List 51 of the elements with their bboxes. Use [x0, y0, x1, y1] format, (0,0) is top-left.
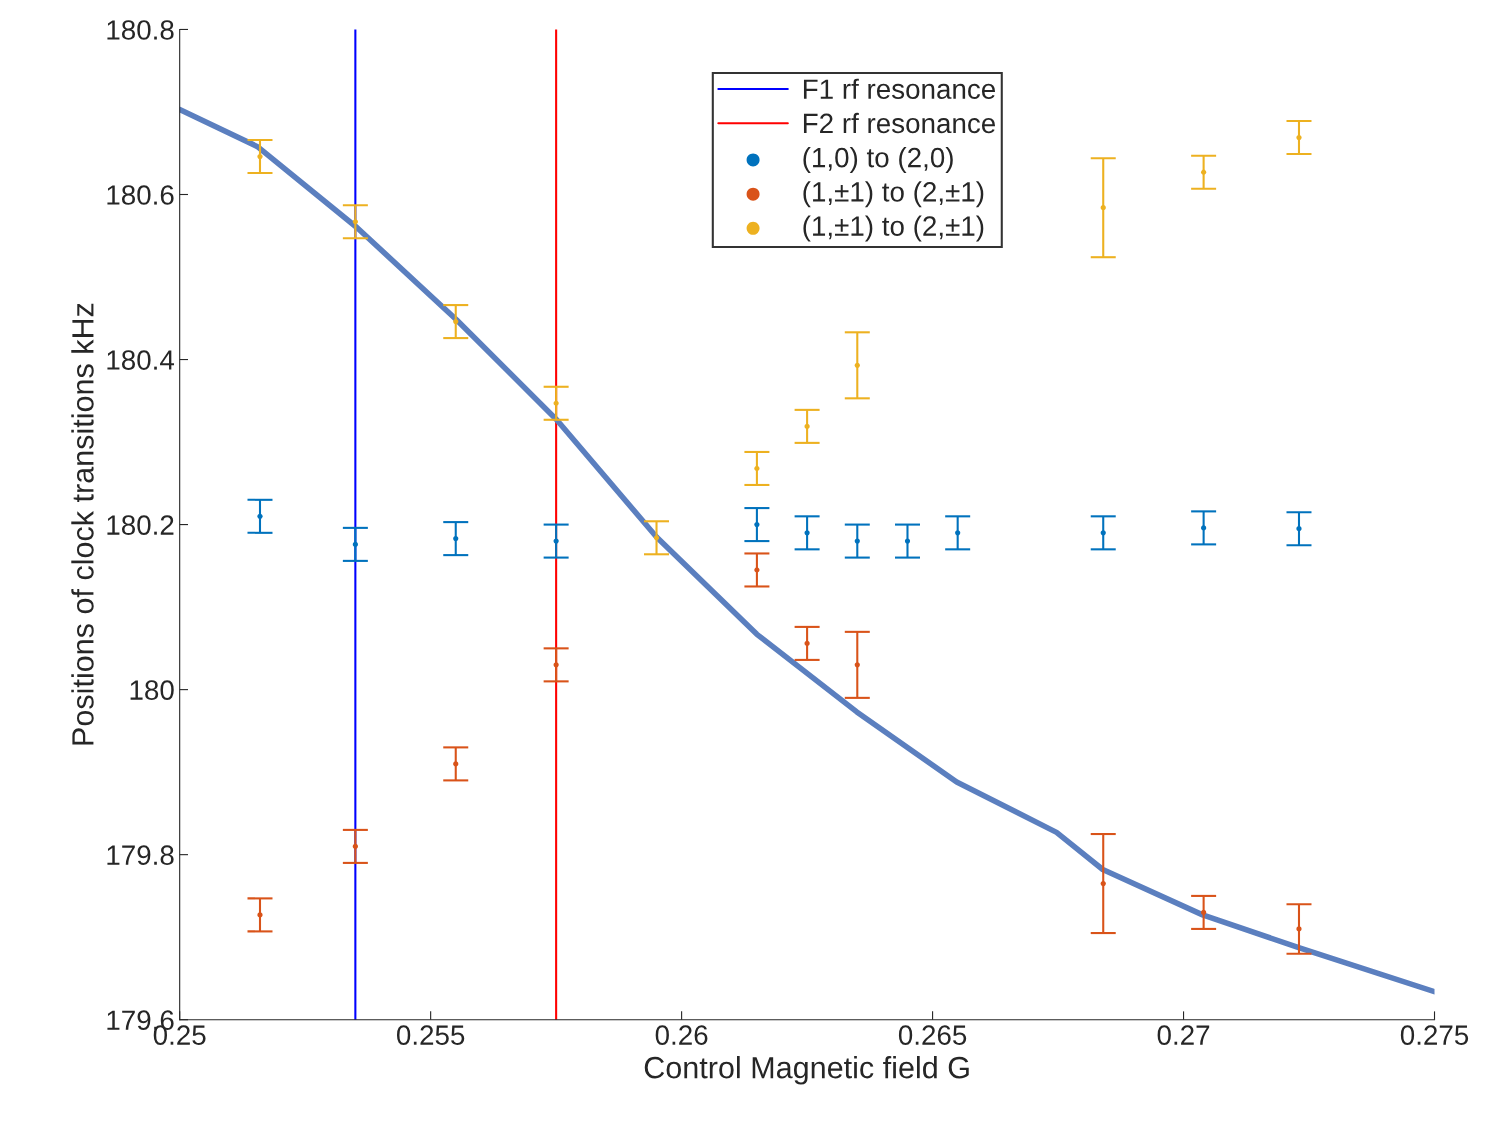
point [1296, 134, 1302, 141]
legend-label: (1,±1) to (2,±1) [803, 215, 984, 242]
point [453, 536, 459, 542]
legend-label: (1,0) to (2,0) [803, 147, 953, 173]
point [804, 530, 810, 536]
x-tick-label: 0.265 [898, 1025, 967, 1045]
x-tick-label: 0.275 [1400, 1025, 1469, 1045]
point [1201, 525, 1207, 531]
point [754, 567, 760, 573]
point [1201, 169, 1207, 175]
point [904, 538, 911, 544]
y-tick-label: 180.2 [107, 515, 174, 535]
legend-label: F2 rf resonance [803, 112, 995, 134]
y-axis-title: Positions of clock transitions kHz [71, 303, 94, 745]
point [804, 640, 810, 647]
point [453, 318, 459, 325]
legend-label: (1,±1) to (2,±1) [803, 181, 984, 208]
point [854, 662, 860, 668]
point [1100, 205, 1106, 211]
point [553, 538, 559, 544]
point [854, 362, 860, 368]
point [955, 530, 961, 536]
point [1296, 926, 1302, 932]
point [352, 541, 358, 547]
x-tick-label: 0.26 [655, 1025, 708, 1045]
legend-label: F1 rf resonance [803, 78, 995, 100]
point [257, 153, 263, 160]
y-tick-label: 180.6 [107, 185, 174, 205]
point [352, 219, 358, 225]
point [453, 761, 459, 767]
x-axis-title: Control Magnetic field G [644, 1056, 969, 1085]
x-tick-label: 0.27 [1157, 1025, 1210, 1045]
point [352, 843, 358, 850]
point [1201, 909, 1207, 916]
y-tick-label: 180 [130, 680, 174, 700]
point [754, 465, 760, 472]
x-tick-label: 0.255 [396, 1025, 465, 1045]
point [1100, 530, 1106, 536]
point [754, 521, 760, 528]
point [553, 662, 559, 668]
point [1296, 526, 1302, 532]
point [653, 535, 660, 541]
y-tick-label: 180.8 [107, 20, 174, 40]
y-tick-label: 180.4 [107, 350, 175, 370]
y-tick-label: 179.8 [107, 845, 174, 865]
point [1100, 880, 1106, 887]
point [257, 513, 263, 519]
point [257, 912, 263, 918]
point [804, 423, 810, 429]
point [553, 400, 559, 406]
point [854, 538, 860, 544]
